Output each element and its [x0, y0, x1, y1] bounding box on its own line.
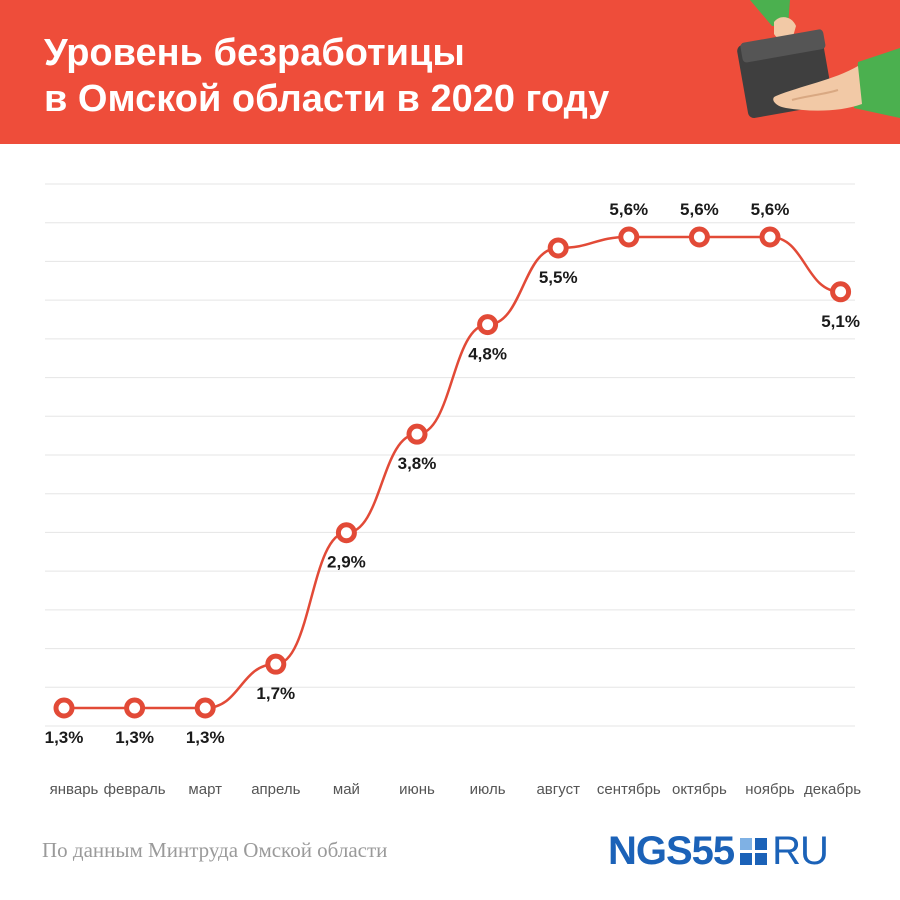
- x-tick-label: сентябрь: [597, 781, 661, 798]
- logo-ngs-text: NGS55: [608, 828, 735, 873]
- x-axis-labels: январь февраль март апрель май июнь июль август…: [50, 781, 862, 798]
- logo-ru-text: RU: [772, 828, 829, 873]
- data-point-5: [335, 522, 357, 544]
- data-point-1: [53, 697, 75, 719]
- unemployment-line-chart: 1,3% 1,3% 1,3% 1,7% 2,9% 3,8% 4,8% 5,5% 5,6% 5,6%…: [45, 183, 862, 798]
- data-label-8: 5,5%: [539, 268, 578, 287]
- hands-wallet-icon: [737, 0, 900, 118]
- data-label-10: 5,6%: [680, 200, 719, 219]
- x-tick-label: ноябрь: [745, 781, 795, 798]
- data-point-4: [265, 653, 287, 675]
- x-tick-label: май: [333, 781, 360, 798]
- x-tick-label: август: [536, 781, 580, 798]
- data-label-7: 4,8%: [468, 345, 507, 364]
- series-line: [63, 235, 841, 710]
- title-line-2: в Омской области в 2020 году: [44, 78, 610, 120]
- data-label-11: 5,6%: [751, 200, 790, 219]
- x-tick-label: март: [188, 781, 222, 798]
- logo-squares-icon: [740, 837, 768, 865]
- x-tick-label: октябрь: [672, 781, 727, 798]
- data-label-3: 1,3%: [186, 728, 225, 747]
- data-point-12: [830, 281, 852, 303]
- data-point-2: [124, 697, 146, 719]
- x-tick-label: июль: [470, 781, 506, 798]
- data-point-6: [406, 423, 428, 445]
- data-point-7: [477, 314, 499, 336]
- data-label-1: 1,3%: [45, 728, 84, 747]
- ngs55-logo: NGS55 RU: [608, 828, 829, 873]
- data-label-12: 5,1%: [821, 312, 860, 331]
- data-label-2: 1,3%: [115, 728, 154, 747]
- data-label-5: 2,9%: [327, 553, 366, 572]
- data-point-8: [547, 237, 569, 259]
- x-tick-label: январь: [50, 781, 99, 798]
- data-labels: 1,3% 1,3% 1,3% 1,7% 2,9% 3,8% 4,8% 5,5% 5,6% 5,6%…: [45, 200, 860, 747]
- x-tick-label: апрель: [251, 781, 300, 798]
- data-label-9: 5,6%: [609, 200, 648, 219]
- x-tick-label: июнь: [399, 781, 435, 798]
- data-label-4: 1,7%: [256, 684, 295, 703]
- data-point-9: [618, 226, 640, 248]
- data-point-11: [759, 226, 781, 248]
- source-note: По данным Минтруда Омской области: [42, 838, 388, 862]
- page-title: Уровень безработицы в Омской области в 2…: [44, 30, 609, 122]
- grid-lines: [45, 183, 855, 727]
- data-points: [53, 226, 852, 719]
- data-point-3: [194, 697, 216, 719]
- x-tick-label: декабрь: [804, 781, 861, 798]
- x-tick-label: февраль: [104, 781, 166, 798]
- data-point-10: [688, 226, 710, 248]
- header-banner: Уровень безработицы в Омской области в 2…: [0, 0, 900, 144]
- data-label-6: 3,8%: [398, 454, 437, 473]
- title-line-1: Уровень безработицы: [44, 32, 465, 74]
